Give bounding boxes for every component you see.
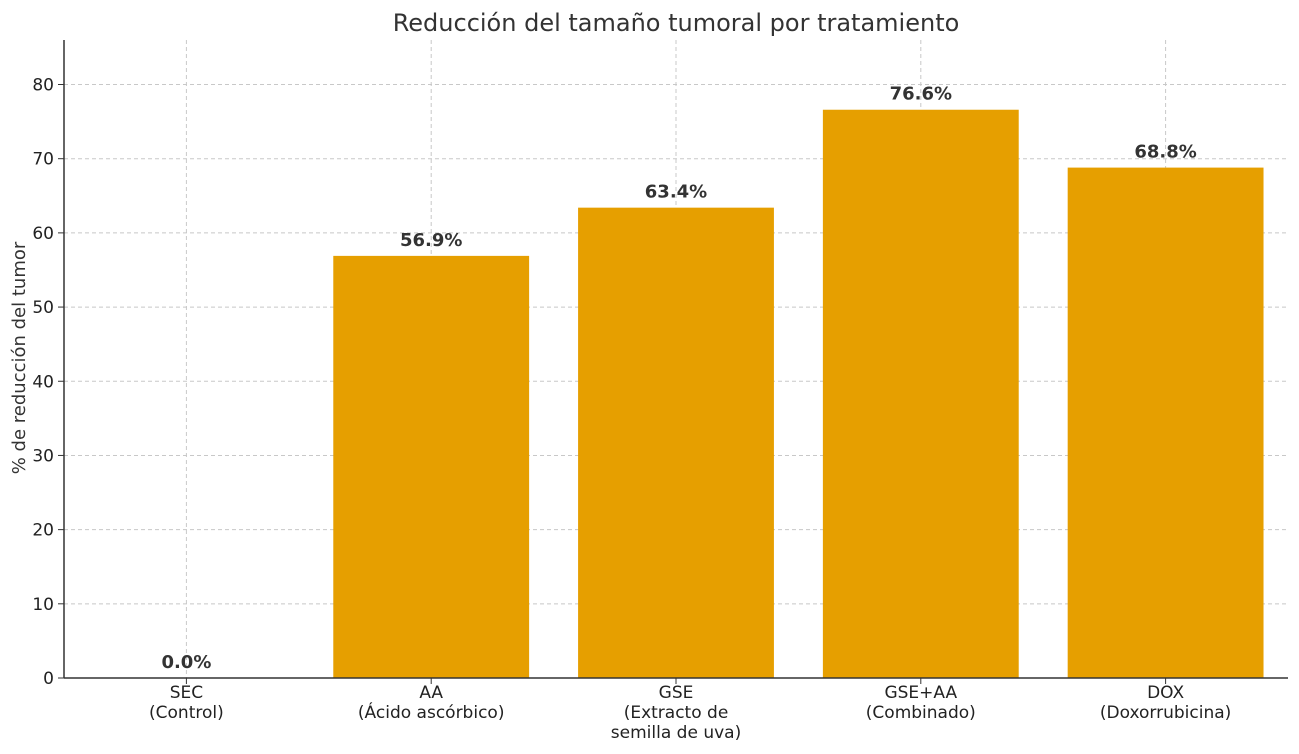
y-tick-label: 80: [32, 76, 54, 96]
x-category-label: DOX: [1147, 683, 1184, 703]
y-axis-label: % de reducción del tumor: [9, 241, 30, 474]
x-category-label: (Combinado): [866, 703, 976, 723]
y-tick-label: 60: [32, 224, 54, 244]
data-labels: 0.0% 56.9% 63.4% 76.6% 68.8%: [161, 84, 1196, 673]
y-tick-label: 20: [32, 521, 54, 541]
x-category-label: GSE: [659, 683, 694, 703]
x-category-label: (Ácido ascórbico): [358, 701, 505, 723]
x-axis-categories: SEC(Control) AA(Ácido ascórbico) GSE(Extra…: [149, 683, 1231, 743]
x-category-label: (Extracto de: [624, 703, 729, 723]
bar: [822, 109, 1019, 679]
y-tick-label: 30: [32, 446, 54, 466]
bar: [1067, 167, 1264, 678]
data-label: 68.8%: [1134, 142, 1196, 163]
y-axis-ticks: 0 10 20 30 40 50 60 70 80: [32, 76, 1167, 689]
y-tick-label: 70: [32, 150, 54, 170]
y-tick-label: 10: [32, 595, 54, 615]
y-tick-label: 40: [32, 372, 54, 392]
data-label: 76.6%: [890, 84, 952, 105]
bar: [578, 207, 774, 678]
chart-title: Reducción del tamaño tumoral por tratami…: [393, 9, 960, 37]
y-tick-label: 0: [43, 669, 54, 689]
x-category-label: (Doxorrubicina): [1100, 703, 1231, 723]
x-category-label: GSE+AA: [884, 683, 957, 703]
bars: [333, 109, 1264, 679]
data-label: 56.9%: [400, 230, 462, 251]
bar: [333, 255, 530, 678]
data-label: 63.4%: [645, 182, 707, 203]
y-tick-label: 50: [32, 298, 54, 318]
data-label: 0.0%: [161, 652, 211, 673]
x-category-label: semilla de uva): [611, 723, 741, 743]
x-category-label: (Control): [149, 703, 224, 723]
x-category-label: AA: [419, 683, 443, 703]
x-category-label: SEC: [170, 683, 203, 703]
